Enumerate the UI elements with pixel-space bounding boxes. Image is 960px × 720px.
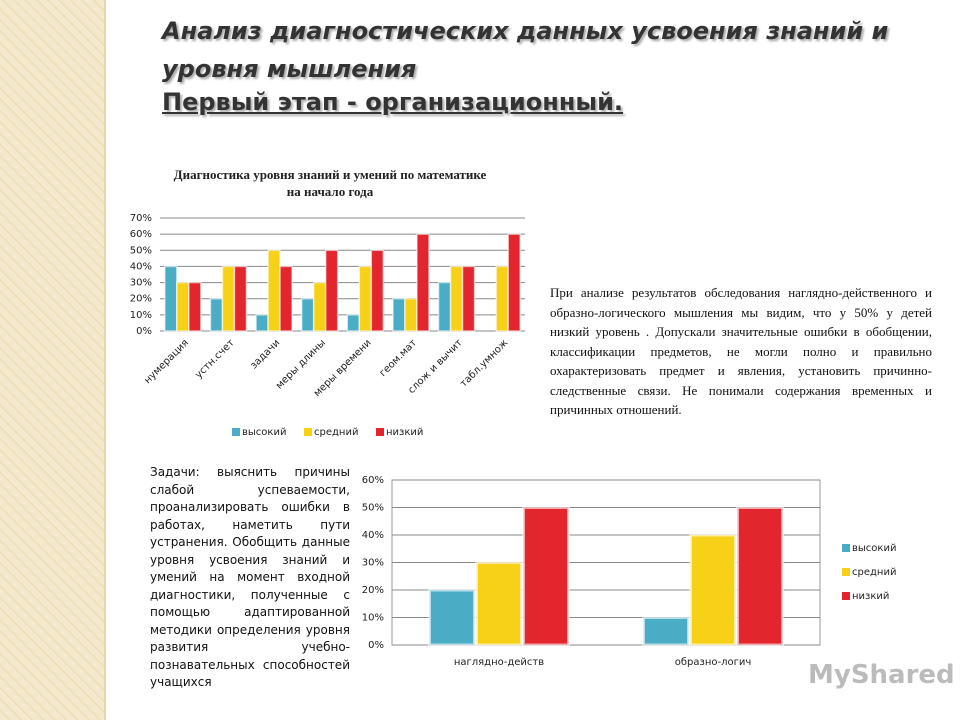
bar (370, 249, 385, 332)
legend-label: средний (852, 567, 896, 578)
tasks-text: Задачи: выяснить причины слабой успеваем… (150, 465, 350, 689)
x-tick-label: табл.умнож (458, 337, 510, 389)
bar (267, 249, 281, 332)
bar (164, 265, 178, 332)
legend-label: низкий (386, 427, 423, 438)
y-tick-label: 0% (368, 640, 384, 651)
x-tick-label: геом.мат (378, 337, 420, 379)
legend-swatch (842, 544, 850, 552)
bar (279, 265, 293, 332)
bar (324, 249, 339, 332)
chart-title: Диагностика уровня знаний и умений по ма… (173, 167, 487, 199)
watermark: MyShared (808, 660, 955, 690)
y-tick-label: 10% (130, 310, 152, 321)
bar (346, 314, 361, 332)
bar (404, 297, 418, 332)
bar (312, 281, 327, 332)
bar (255, 314, 269, 332)
legend-swatch (842, 592, 850, 600)
bar (176, 281, 190, 332)
y-tick-label: 30% (130, 278, 152, 289)
bar (392, 297, 406, 332)
y-tick-label: 60% (362, 475, 384, 486)
legend-swatch (842, 568, 850, 576)
y-tick-label: 40% (362, 530, 384, 541)
bar (689, 533, 737, 647)
bar (437, 281, 452, 332)
bar (188, 281, 202, 332)
legend-label: низкий (852, 591, 889, 602)
bar (428, 588, 476, 647)
x-tick-label: наглядно-действ (454, 657, 544, 668)
bar (209, 297, 224, 332)
bar (507, 233, 521, 332)
bar (416, 233, 430, 332)
x-tick-label: устн.счет (193, 337, 236, 380)
legend-swatch (304, 428, 312, 436)
bar (642, 616, 690, 647)
x-tick-label: образно-логич (675, 657, 752, 668)
y-tick-label: 20% (362, 585, 384, 596)
y-tick-label: 50% (362, 503, 384, 514)
legend-label: высокий (852, 543, 896, 554)
bar (358, 265, 373, 332)
y-tick-label: 40% (130, 261, 152, 272)
bar (495, 265, 509, 332)
decor-strip (0, 0, 106, 720)
bar (461, 265, 476, 332)
legend-label: высокий (242, 427, 286, 438)
y-tick-label: 60% (130, 229, 152, 240)
bar (221, 265, 236, 332)
bar (522, 506, 570, 647)
x-tick-label: задачи (248, 337, 282, 371)
slide-title: Анализ диагностических данных усвоения з… (162, 17, 889, 83)
legend-swatch (376, 428, 384, 436)
y-tick-label: 20% (130, 294, 152, 305)
analysis-text: При анализе результатов обследования наг… (550, 285, 932, 417)
y-tick-label: 30% (362, 558, 384, 569)
bar (233, 265, 248, 332)
y-tick-label: 0% (136, 326, 152, 337)
y-tick-label: 70% (130, 213, 152, 224)
bar (736, 506, 784, 647)
bar (449, 265, 464, 332)
bar (475, 561, 523, 647)
bar (300, 297, 315, 332)
y-tick-label: 10% (362, 613, 384, 624)
slide-subtitle: Первый этап - организационный. (162, 88, 624, 116)
legend-label: средний (314, 427, 358, 438)
legend-swatch (232, 428, 240, 436)
x-tick-label: нумерация (142, 337, 191, 386)
y-tick-label: 50% (130, 245, 152, 256)
